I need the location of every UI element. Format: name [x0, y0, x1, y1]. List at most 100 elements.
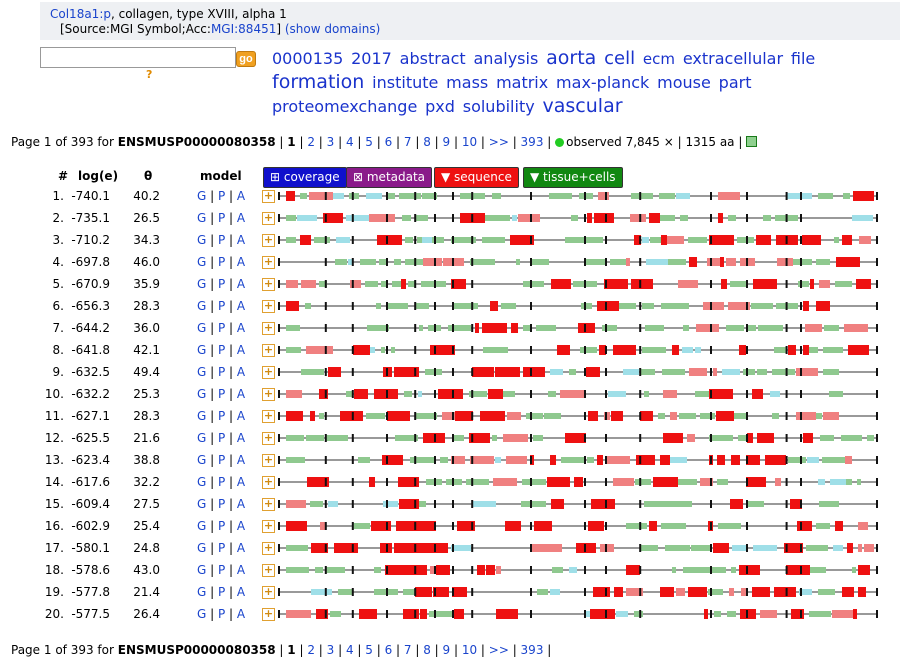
tag-analysis[interactable]: analysis	[473, 49, 539, 68]
tag-file[interactable]: file	[790, 49, 816, 68]
model-link-A[interactable]: A	[236, 475, 246, 489]
help-link[interactable]: ?	[146, 68, 153, 81]
model-link-G[interactable]: G	[197, 453, 207, 467]
expand-icon[interactable]: +	[262, 431, 275, 445]
model-link-A[interactable]: A	[236, 255, 246, 269]
pager-page-4[interactable]: 4	[345, 135, 354, 149]
model-link-G[interactable]: G	[197, 409, 207, 423]
expand-icon[interactable]: +	[262, 519, 275, 533]
pager-page-4[interactable]: 4	[345, 643, 354, 657]
model-link-A[interactable]: A	[236, 233, 246, 247]
pager-page-3[interactable]: 3	[326, 135, 335, 149]
metadata-button[interactable]: ⊠ metadata	[346, 167, 433, 188]
model-link-G[interactable]: G	[197, 343, 207, 357]
show-domains-link[interactable]: (show domains)	[284, 22, 381, 36]
model-link-P[interactable]: P	[217, 387, 226, 401]
pager-next[interactable]: >>	[488, 135, 509, 149]
model-link-P[interactable]: P	[217, 211, 226, 225]
model-link-A[interactable]: A	[236, 409, 246, 423]
model-link-P[interactable]: P	[217, 365, 226, 379]
model-link-P[interactable]: P	[217, 409, 226, 423]
model-link-P[interactable]: P	[217, 607, 226, 621]
model-link-G[interactable]: G	[197, 189, 207, 203]
expand-icon[interactable]: +	[262, 343, 275, 357]
expand-icon[interactable]: +	[262, 233, 275, 247]
pager-page-7[interactable]: 7	[403, 643, 412, 657]
expand-icon[interactable]: +	[262, 563, 275, 577]
spreadsheet-icon[interactable]	[746, 136, 758, 147]
pager-page-9[interactable]: 9	[442, 643, 451, 657]
model-link-G[interactable]: G	[197, 519, 207, 533]
model-link-P[interactable]: P	[217, 277, 226, 291]
tag-mouse[interactable]: mouse	[657, 73, 711, 92]
tag-proteomexchange[interactable]: proteomexchange	[272, 97, 418, 116]
tag-part[interactable]: part	[718, 73, 752, 92]
model-link-G[interactable]: G	[197, 299, 207, 313]
tag-max-planck[interactable]: max-planck	[556, 73, 650, 92]
model-link-A[interactable]: A	[236, 563, 246, 577]
model-link-G[interactable]: G	[197, 277, 207, 291]
pager-page-7[interactable]: 7	[403, 135, 412, 149]
tag-abstract[interactable]: abstract	[399, 49, 466, 68]
model-link-G[interactable]: G	[197, 211, 207, 225]
expand-icon[interactable]: +	[262, 541, 275, 555]
gene-link[interactable]: Col18a1:p	[50, 7, 111, 21]
pager-page-5[interactable]: 5	[365, 643, 373, 657]
model-link-G[interactable]: G	[197, 585, 207, 599]
model-link-A[interactable]: A	[236, 277, 246, 291]
model-link-A[interactable]: A	[236, 519, 246, 533]
expand-icon[interactable]: +	[262, 299, 275, 313]
model-link-A[interactable]: A	[236, 607, 246, 621]
model-link-P[interactable]: P	[217, 563, 226, 577]
coverage-button[interactable]: ⊞ coverage	[263, 167, 347, 188]
model-link-A[interactable]: A	[236, 321, 246, 335]
model-link-A[interactable]: A	[236, 211, 246, 225]
pager-next[interactable]: >>	[488, 643, 509, 657]
pager-last[interactable]: 393	[520, 643, 544, 657]
expand-icon[interactable]: +	[262, 189, 275, 203]
model-link-A[interactable]: A	[236, 497, 246, 511]
tag-vascular[interactable]: vascular	[542, 95, 623, 117]
expand-icon[interactable]: +	[262, 365, 275, 379]
expand-icon[interactable]: +	[262, 409, 275, 423]
mgi-link[interactable]: MGI:88451	[210, 22, 277, 36]
pager-page-3[interactable]: 3	[326, 643, 335, 657]
model-link-P[interactable]: P	[217, 497, 226, 511]
tag-institute[interactable]: institute	[372, 73, 439, 92]
go-button[interactable]: go	[236, 51, 256, 67]
model-link-G[interactable]: G	[197, 497, 207, 511]
model-link-P[interactable]: P	[217, 321, 226, 335]
model-link-P[interactable]: P	[217, 475, 226, 489]
pager-page-8[interactable]: 8	[423, 643, 431, 657]
model-link-G[interactable]: G	[197, 607, 207, 621]
pager-page-2[interactable]: 2	[307, 643, 315, 657]
model-link-G[interactable]: G	[197, 233, 207, 247]
tag-solubility[interactable]: solubility	[462, 97, 535, 116]
model-link-A[interactable]: A	[236, 541, 246, 555]
search-input[interactable]	[40, 47, 236, 68]
model-link-A[interactable]: A	[236, 453, 246, 467]
tag-0000135[interactable]: 0000135	[272, 49, 344, 68]
expand-icon[interactable]: +	[262, 453, 275, 467]
model-link-G[interactable]: G	[197, 387, 207, 401]
pager-page-5[interactable]: 5	[365, 135, 373, 149]
model-link-A[interactable]: A	[236, 387, 246, 401]
pager-page-10[interactable]: 10	[461, 135, 478, 149]
expand-icon[interactable]: +	[262, 475, 275, 489]
pager-page-2[interactable]: 2	[307, 135, 315, 149]
tag-ecm[interactable]: ecm	[642, 50, 676, 68]
pager-page-6[interactable]: 6	[384, 135, 393, 149]
tag-cell[interactable]: cell	[604, 48, 636, 69]
model-link-G[interactable]: G	[197, 541, 207, 555]
model-link-A[interactable]: A	[236, 299, 246, 313]
expand-icon[interactable]: +	[262, 607, 275, 621]
expand-icon[interactable]: +	[262, 211, 275, 225]
model-link-P[interactable]: P	[217, 519, 226, 533]
model-link-G[interactable]: G	[197, 255, 207, 269]
model-link-P[interactable]: P	[217, 585, 226, 599]
pager-page-9[interactable]: 9	[442, 135, 451, 149]
model-link-A[interactable]: A	[236, 431, 246, 445]
expand-icon[interactable]: +	[262, 321, 275, 335]
pager-page-8[interactable]: 8	[423, 135, 431, 149]
model-link-A[interactable]: A	[236, 343, 246, 357]
